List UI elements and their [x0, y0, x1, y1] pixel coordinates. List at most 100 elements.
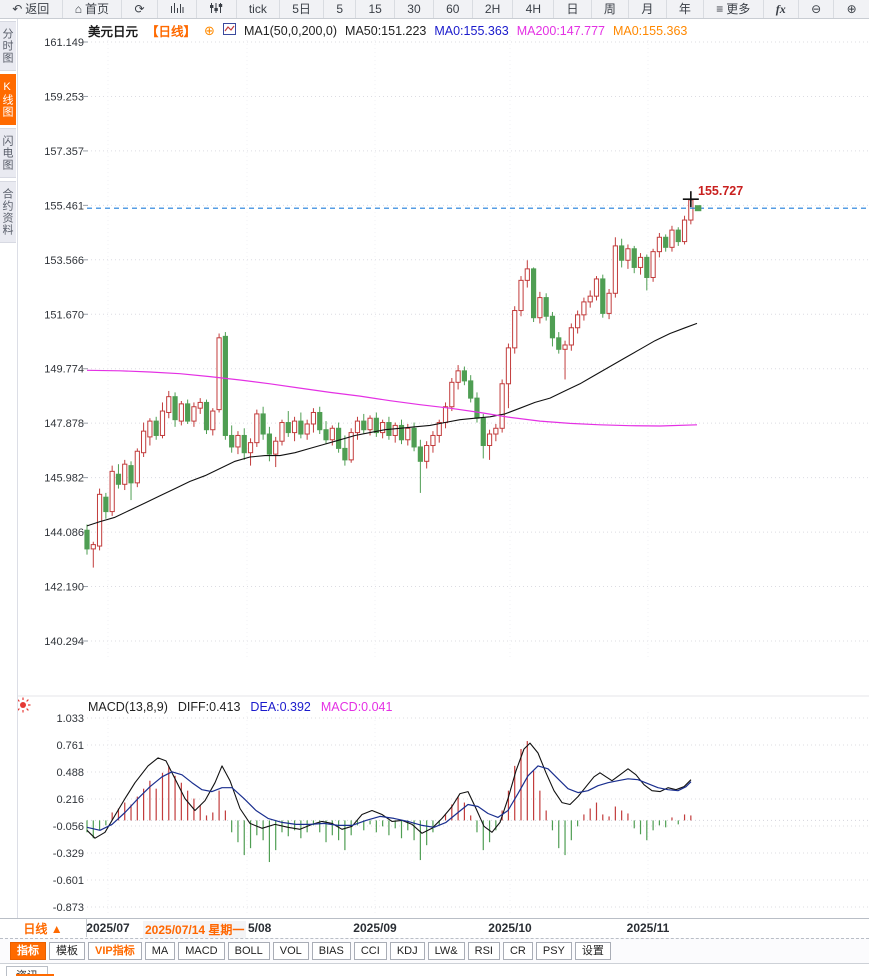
indicator-button-macd[interactable]: MACD [178, 942, 225, 960]
bottom-tab-row: 资讯 [0, 963, 869, 976]
toolbar-zoom-in-button[interactable]: ⊕ [834, 0, 869, 18]
menu-icon: ≡ [716, 2, 724, 16]
macd-axis-label: 1.033 [56, 713, 84, 725]
sidebar-tab-kline-chart[interactable]: K线图 [0, 74, 16, 125]
toolbar-label: 月 [641, 1, 654, 16]
toolbar-label: 4H [525, 1, 542, 16]
back-icon: ↶ [12, 2, 23, 16]
toolbar-back-button[interactable]: ↶ 返回 [0, 0, 63, 18]
toolbar-formula-button[interactable]: fx [764, 0, 799, 18]
top-toolbar: ↶ 返回 ⌂ 首页 ⟳ tick 5日 5 15 30 60 2H 4H 日周月年 ≡ 更多 fx ⊖ ⊕ [0, 0, 869, 19]
macd-dea-value: DEA:0.392 [250, 700, 311, 714]
period-dropdown[interactable]: 日线 ▲ [0, 918, 87, 937]
x-axis-label: 2025/09 [353, 921, 397, 935]
price-axis-label: 155.461 [44, 200, 84, 212]
ma-mini-icon [222, 23, 236, 38]
indicator-button-indicators[interactable]: 指标 [10, 942, 46, 960]
symbol-name: 美元日元 [88, 25, 139, 39]
toolbar-interval-60m-button[interactable]: 60 [434, 0, 473, 18]
indicator-button-vol[interactable]: VOL [272, 942, 309, 960]
macd-diff-value: DIFF:0.413 [177, 700, 241, 714]
toolbar-home-button[interactable]: ⌂ 首页 [63, 0, 123, 18]
add-indicator-icon[interactable]: ⊕ [204, 22, 215, 38]
toolbar-more-button[interactable]: ≡ 更多 [704, 0, 764, 18]
toolbar-interval-30m-button[interactable]: 30 [395, 0, 434, 18]
toolbar-interval-2h-button[interactable]: 2H [473, 0, 514, 18]
price-axis-label: 142.190 [44, 582, 84, 594]
x-axis-label: 2025/11 [626, 921, 670, 935]
toolbar-interval-5d-button[interactable]: 5日 [280, 0, 325, 18]
x-axis-label: 2025/10 [488, 921, 532, 935]
toolbar-zoom-out-button[interactable]: ⊖ [799, 0, 835, 18]
price-axis-label: 161.149 [44, 37, 84, 49]
candles-layer [84, 194, 694, 568]
crosshair-date-label: 2025/07/14 星期一 [143, 921, 247, 938]
grid-layer: 161.149 159.253 157.357 155.461 153.566 151.6… [17, 36, 869, 923]
toolbar-interval-15m-button[interactable]: 15 [356, 0, 396, 18]
zoom-in-icon: ⊕ [846, 2, 857, 16]
indicator-button-boll[interactable]: BOLL [227, 942, 270, 960]
chart-header: 美元日元 【日线】 ⊕ MA1(50,0,200,0) MA50:151.223… [88, 21, 687, 40]
toolbar-label: 返回 [25, 1, 50, 16]
news-tab[interactable]: 资讯 [6, 966, 48, 976]
toolbar-interval-month-button[interactable]: 月 [629, 0, 667, 18]
sidebar-tab-time-chart[interactable]: 分时图 [0, 21, 16, 71]
toolbar-label: 更多 [726, 1, 751, 16]
macd-layer [86, 741, 692, 863]
x-axis-label: 5/08 [248, 921, 272, 935]
last-price-label: 155.727 [698, 184, 744, 198]
refresh-icon: ⟳ [134, 2, 145, 16]
ma-setting-label: MA1(50,0,200,0) [243, 23, 338, 38]
home-icon: ⌂ [74, 2, 82, 16]
indicator-button-rsi[interactable]: RSI [467, 942, 500, 960]
price-axis-label: 149.774 [44, 364, 84, 376]
macd-axis-label: 0.761 [56, 740, 84, 752]
ma0-blue-value: MA0:155.363 [434, 23, 509, 38]
indicator-button-psy[interactable]: PSY [535, 942, 572, 960]
macd-axis-label: 0.488 [56, 767, 84, 779]
news-tab-active-bar [16, 974, 54, 976]
price-axis-label: 147.878 [44, 418, 84, 430]
latest-tick-marker [694, 205, 702, 212]
toolbar-indicator-sliders-button[interactable] [197, 0, 237, 18]
toolbar-label: 周 [603, 1, 616, 16]
sidebar-tab-contract-info[interactable]: 合约资料 [0, 181, 16, 243]
price-axis-label: 144.086 [44, 527, 84, 539]
toolbar-label: 15 [368, 1, 382, 16]
price-axis-label: 153.566 [44, 255, 84, 267]
indicator-button-templates[interactable]: 模板 [49, 942, 85, 960]
zoom-out-icon: ⊖ [811, 2, 822, 16]
ma0-orange-value: MA0:155.363 [612, 23, 688, 38]
indicator-button-lwr[interactable]: LW& [427, 942, 465, 960]
sidebar-tab-lightning-chart[interactable]: 闪电图 [0, 128, 16, 178]
indicator-button-cci[interactable]: CCI [353, 942, 387, 960]
indicator-button-settings[interactable]: 设置 [574, 942, 611, 960]
macd-axis-label: -0.329 [53, 848, 84, 860]
toolbar-label: 首页 [84, 1, 109, 16]
toolbar-label: tick [248, 1, 267, 16]
toolbar-label: 5 [336, 1, 344, 16]
indicator-button-kdj[interactable]: KDJ [389, 942, 425, 960]
macd-title: MACD(13,8,9) [88, 700, 168, 714]
ma50-value: MA50:151.223 [345, 23, 427, 38]
toolbar-refresh-button[interactable]: ⟳ [122, 0, 158, 18]
indicator-button-cr[interactable]: CR [502, 942, 533, 960]
toolbar-label: fx [775, 1, 786, 16]
toolbar-interval-day-button[interactable]: 日 [554, 0, 592, 18]
indicator-button-vip-indicators[interactable]: VIP指标 [88, 942, 142, 960]
macd-header: MACD(13,8,9) DIFF:0.413 DEA:0.392 MACD:0… [88, 700, 392, 714]
indicator-button-bias[interactable]: BIAS [311, 942, 351, 960]
macd-axis-label: -0.601 [53, 875, 84, 887]
toolbar-chart-style-button[interactable] [158, 0, 198, 18]
x-axis-label: 2025/07 [86, 921, 130, 935]
toolbar-interval-year-button[interactable]: 年 [667, 0, 705, 18]
indicator-button-ma[interactable]: MA [144, 942, 176, 960]
toolbar-interval-tick-button[interactable]: tick [237, 0, 281, 18]
toolbar-interval-5m-button[interactable]: 5 [324, 0, 357, 18]
candlestick-icon [170, 2, 184, 16]
toolbar-interval-week-button[interactable]: 周 [592, 0, 630, 18]
ma200-value: MA200:147.777 [516, 23, 605, 38]
toolbar-interval-4h-button[interactable]: 4H [513, 0, 555, 18]
